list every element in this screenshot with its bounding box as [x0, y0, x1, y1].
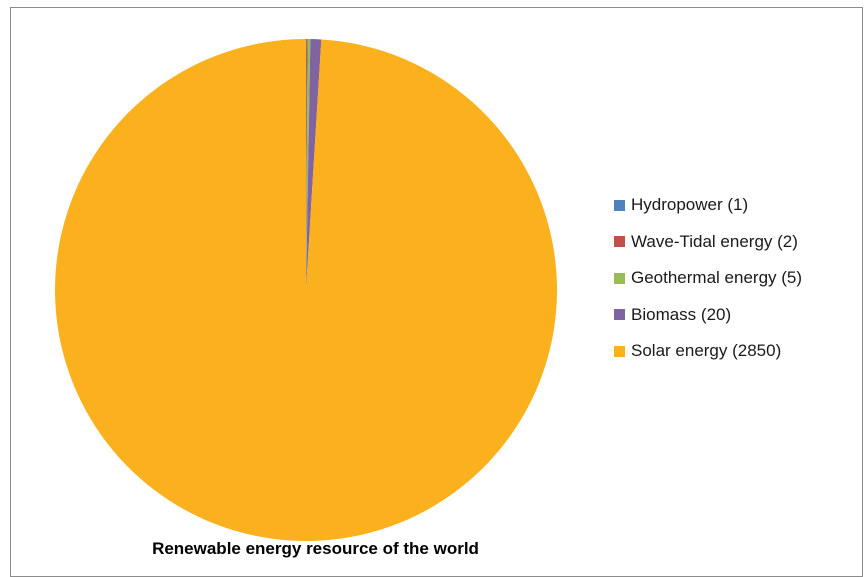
legend-swatch [614, 199, 625, 211]
pie-slice-0 [306, 39, 307, 290]
pie-slice-2 [306, 39, 311, 290]
pie-slice-1 [306, 39, 308, 291]
chart-legend: Hydropower (1) Wave-Tidal energy (2) Geoth… [614, 187, 802, 370]
legend-label: Biomass (20) [631, 304, 732, 324]
chart-title: Renewable energy resource of the world [152, 539, 479, 558]
legend-swatch [614, 309, 625, 321]
legend-swatch [614, 272, 625, 284]
legend-item-0: Hydropower (1) [614, 187, 802, 224]
pie-slice-4 [55, 39, 558, 541]
legend-label: Wave-Tidal energy (2) [631, 231, 798, 251]
legend-label: Solar energy (2850) [631, 341, 782, 361]
pie-chart [55, 39, 558, 541]
legend-item-2: Geothermal energy (5) [614, 260, 802, 297]
legend-label: Hydropower (1) [631, 195, 749, 215]
legend-item-3: Biomass (20) [614, 297, 802, 334]
legend-swatch [614, 236, 625, 248]
legend-item-1: Wave-Tidal energy (2) [614, 224, 802, 261]
legend-label: Geothermal energy (5) [631, 268, 803, 288]
legend-swatch [614, 345, 625, 357]
legend-item-4: Solar energy (2850) [614, 333, 802, 370]
pie-slice-3 [306, 39, 322, 290]
